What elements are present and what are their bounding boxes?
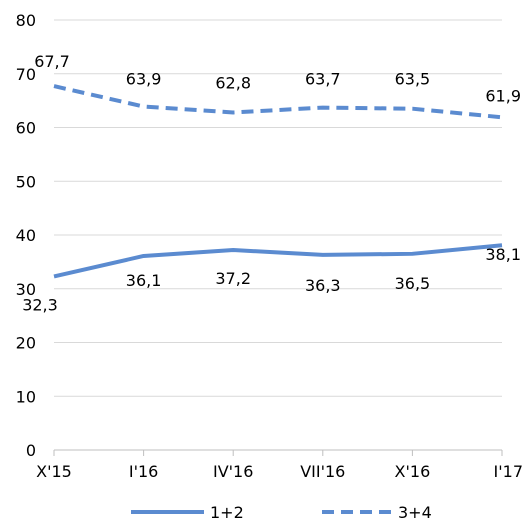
x-tick-label: VII'16 (300, 462, 345, 481)
legend: 1+2 3+4 (131, 503, 432, 521)
data-label: 62,8 (215, 73, 251, 92)
series-line-2 (53, 84, 503, 120)
data-label: 37,2 (215, 269, 251, 288)
y-tick-label: 80 (16, 11, 36, 30)
y-tick-label: 10 (16, 387, 36, 406)
data-label: 63,7 (305, 70, 341, 89)
x-tick-label: I'17 (494, 462, 523, 481)
data-label: 63,5 (395, 70, 431, 89)
data-labels: 32,3 36,1 37,2 36,3 36,5 38,1 67,7 63,9 62,8 63,7… (22, 52, 521, 314)
legend-label: 3+4 (398, 503, 432, 521)
series-lines (53, 84, 503, 279)
data-label: 36,5 (395, 274, 431, 293)
tick-labels: 0 10 20 30 40 50 60 70 80 X'15 I'16 IV'16 VII'16 X'16… (16, 11, 523, 481)
x-tick-label: IV'16 (213, 462, 253, 481)
x-tick-label: X'16 (395, 462, 431, 481)
x-tick-label: X'15 (36, 462, 72, 481)
y-tick-label: 70 (16, 65, 36, 84)
y-tick-label: 40 (16, 226, 36, 245)
gridlines (54, 19, 502, 397)
data-label: 36,3 (305, 276, 341, 295)
y-tick-label: 20 (16, 334, 36, 353)
data-label: 36,1 (126, 271, 162, 290)
y-tick-label: 60 (16, 119, 36, 138)
series-line-1 (53, 243, 503, 279)
data-label: 63,9 (126, 70, 162, 89)
x-tick-label: I'16 (129, 462, 158, 481)
axes (53, 449, 503, 456)
legend-label: 1+2 (210, 503, 244, 521)
data-label: 32,3 (22, 295, 58, 314)
data-label: 61,9 (485, 86, 521, 105)
y-tick-label: 50 (16, 172, 36, 191)
y-tick-label: 30 (16, 280, 36, 299)
y-tick-label: 0 (26, 441, 36, 460)
data-label: 67,7 (34, 52, 70, 71)
data-label: 38,1 (485, 245, 521, 264)
